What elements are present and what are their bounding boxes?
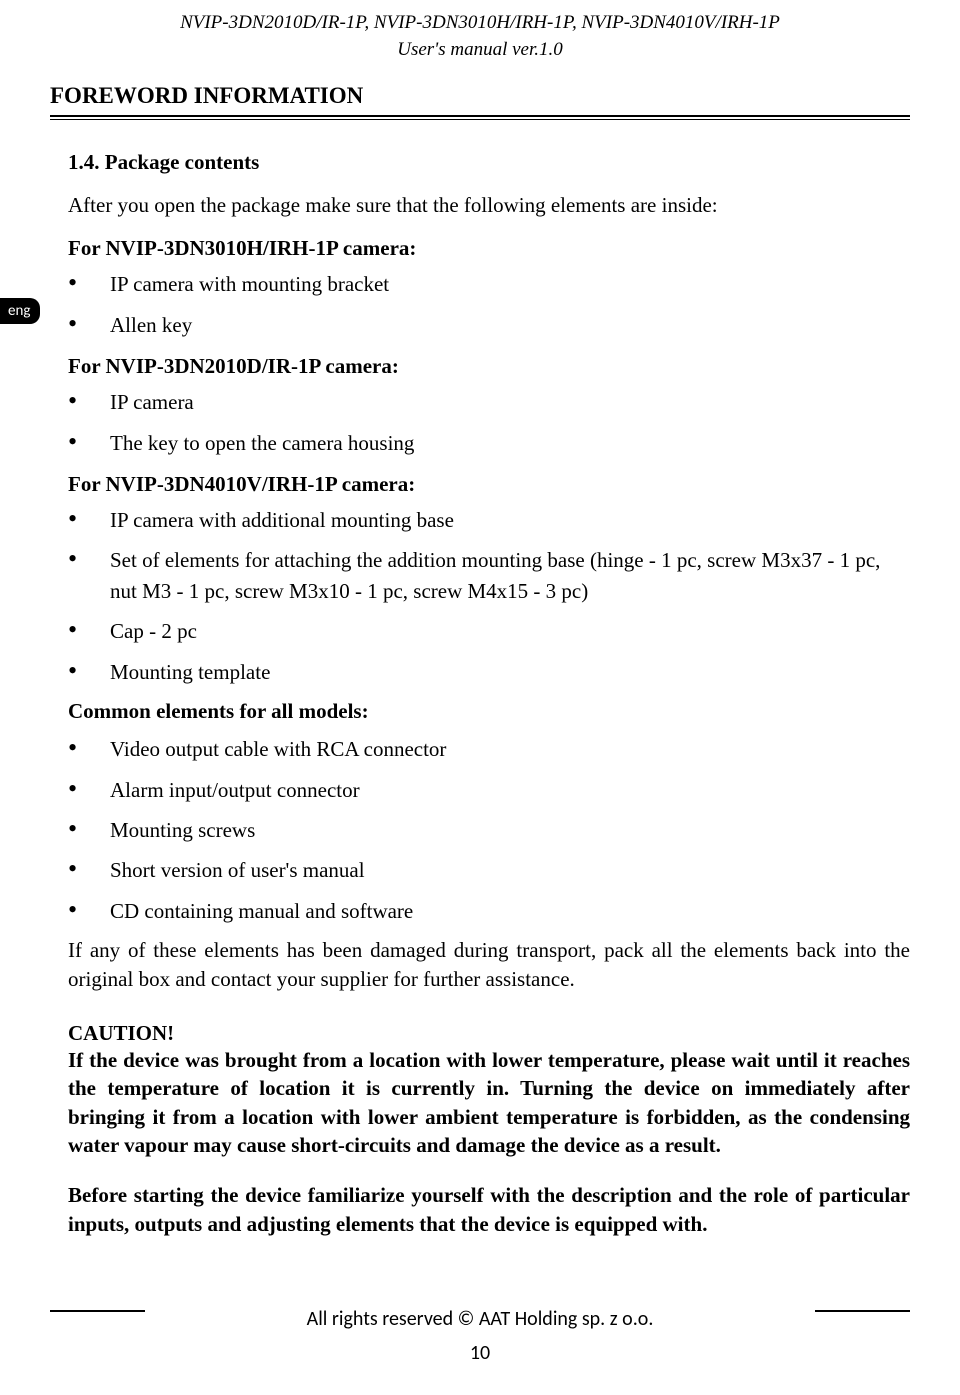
section-title: FOREWORD INFORMATION <box>50 83 910 109</box>
list-item: IP camera with additional mounting base <box>68 505 910 535</box>
camera3-header: For NVIP-3DN4010V/IRH-1P camera: <box>68 472 910 497</box>
camera1-header: For NVIP-3DN3010H/IRH-1P camera: <box>68 236 910 261</box>
list-item: Set of elements for attaching the additi… <box>68 545 910 606</box>
header-models: NVIP-3DN2010D/IR-1P, NVIP-3DN3010H/IRH-1… <box>50 10 910 37</box>
damage-paragraph: If any of these elements has been damage… <box>68 936 910 993</box>
footer-rights: All rights reserved © AAT Holding sp. z … <box>307 1307 654 1331</box>
page-number: 10 <box>0 1341 960 1365</box>
camera2-header: For NVIP-3DN2010D/IR-1P camera: <box>68 354 910 379</box>
list-item: IP camera <box>68 387 910 417</box>
footer-rule-left <box>50 1310 145 1312</box>
list-item: IP camera with mounting bracket <box>68 269 910 299</box>
list-item: Video output cable with RCA connector <box>68 734 910 764</box>
subsection-title: 1.4. Package contents <box>68 150 910 175</box>
page-footer: All rights reserved © AAT Holding sp. z … <box>0 1299 960 1365</box>
common-header: Common elements for all models: <box>68 699 910 724</box>
camera2-list: IP camera The key to open the camera hou… <box>68 387 910 458</box>
list-item: Allen key <box>68 310 910 340</box>
caution-text-2: Before starting the device familiarize y… <box>68 1181 910 1238</box>
common-list: Video output cable with RCA connector Al… <box>68 734 910 926</box>
list-item: The key to open the camera housing <box>68 428 910 458</box>
language-tab: eng <box>0 298 40 324</box>
section-divider <box>50 115 910 120</box>
list-item: Mounting screws <box>68 815 910 845</box>
list-item: Alarm input/output connector <box>68 775 910 805</box>
camera3-list: IP camera with additional mounting base … <box>68 505 910 687</box>
list-item: Cap - 2 pc <box>68 616 910 646</box>
list-item: Short version of user's manual <box>68 855 910 885</box>
camera1-list: IP camera with mounting bracket Allen ke… <box>68 269 910 340</box>
footer-rule-right <box>815 1310 910 1312</box>
intro-text: After you open the package make sure tha… <box>68 193 910 218</box>
list-item: CD containing manual and software <box>68 896 910 926</box>
document-header: NVIP-3DN2010D/IR-1P, NVIP-3DN3010H/IRH-1… <box>50 10 910 63</box>
list-item: Mounting template <box>68 657 910 687</box>
caution-text-1: If the device was brought from a locatio… <box>68 1046 910 1159</box>
header-version: User's manual ver.1.0 <box>50 37 910 64</box>
caution-title: CAUTION! <box>68 1021 910 1046</box>
